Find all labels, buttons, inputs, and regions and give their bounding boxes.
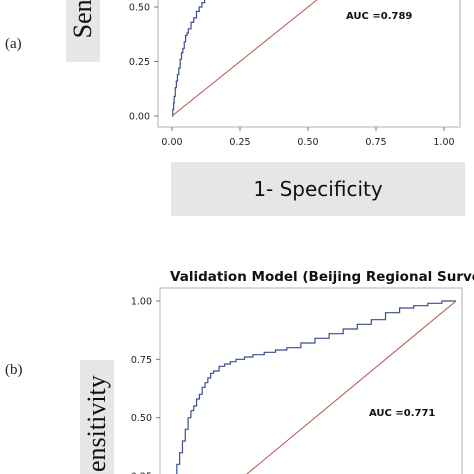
panel-b-auc-annotation: AUC =0.771 [369,408,435,419]
chartA-xtick-label-0: 0.00 [161,137,182,148]
panel-b-chart: 0.25 0.50 0.75 1.00 AUC =0.771 [131,287,463,474]
panel-b-ylabel-box: ensitivity [80,360,114,474]
chartA-reference-line [171,0,318,117]
panel-b-label: (b) [5,362,23,378]
panel-b-title: Validation Model (Beijing Regional Surve… [170,269,474,285]
chartB-roc-curve [176,300,456,474]
panel-a-ylabel-box: Sensi [66,0,100,62]
chartA-xtick-label-2: 0.50 [297,137,318,148]
chartA-xtick-label-1: 0.25 [229,137,250,148]
chartA-xtick-label-4: 1.00 [433,137,454,148]
chartB-ytick-label-3: 1.00 [131,297,152,308]
chartA-xtick-label-3: 0.75 [365,137,386,148]
panel-b-plot-frame [159,287,463,474]
chartB-reference-line [246,300,457,474]
chartA-ytick-label-0: 0.00 [129,112,150,123]
panel-a-xlabel: 1- Specificity [253,177,383,201]
panel-a-auc-annotation: AUC =0.789 [346,11,412,22]
chartB-ytick-label-0: 0.25 [131,472,152,474]
panel-a-plot-frame [157,0,461,128]
chartA-ytick-label-1: 0.25 [129,57,150,68]
chartA-roc-curve [172,0,206,117]
chartB-ytick-label-1: 0.50 [131,413,152,424]
panel-a-chart: 0.00 0.25 0.50 0.00 0.25 0.50 0.75 1.00 AUC =0.… [129,0,461,148]
panel-a-label: (a) [5,36,22,52]
chartB-ytick-label-2: 0.75 [131,355,152,366]
panel-a-xlabel-box: 1- Specificity [171,162,465,216]
chartA-ytick-label-2: 0.50 [129,3,150,14]
